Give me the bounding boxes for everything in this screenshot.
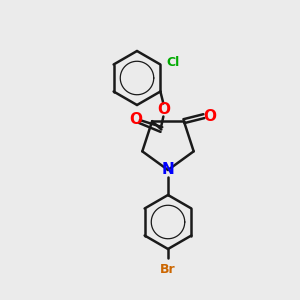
Text: Br: Br xyxy=(160,263,176,276)
Text: N: N xyxy=(162,163,174,178)
Text: O: O xyxy=(203,109,216,124)
Text: Cl: Cl xyxy=(167,56,180,69)
Text: O: O xyxy=(157,102,170,117)
Text: O: O xyxy=(129,112,142,127)
